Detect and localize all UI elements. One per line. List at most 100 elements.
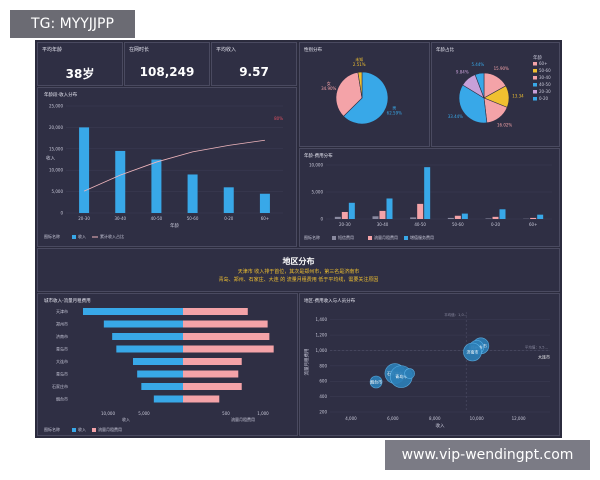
bar-left [103,320,183,328]
legend-label: 收入 [78,233,86,239]
bar [537,214,544,219]
legend-swatch [332,236,336,240]
legend-label: 20-30 [539,89,551,94]
age-pie-chart: 年龄占比 15.90% 13.34 16.02% 33.44% 9.84%5.44% 年龄… [436,46,551,128]
legend-label: 60+ [539,61,547,66]
legend-prefix: 图标名称 [44,233,60,239]
legend-label: 累计收入占比 [100,233,124,239]
category-label: 石家庄市 [52,383,68,389]
bar-right [183,333,270,340]
reference-label: 平均值：9,5… [525,344,549,349]
city-butterfly-chart: 城市收入-流量月租费用 天津市郑州市济南市青岛市大连市青岛市石家庄市烟台市10,… [44,297,274,432]
bar [386,198,393,219]
pie-slice [335,71,363,117]
bar [454,215,461,219]
legend-label: 50-60 [539,68,551,73]
scatter-point [404,368,415,379]
kpi-value: 38岁 [65,67,95,81]
legend-label: 流量月租费用 [374,234,398,240]
legend-label: 收入 [78,426,86,432]
legend-swatch [404,236,408,240]
x-axis-label: 收入 [122,416,130,422]
legend-swatch [533,62,537,66]
y-tick-label: 10,000 [49,168,63,173]
pie-slice [458,84,488,124]
x-tick-label: 10,000 [101,411,115,416]
age-fee-panel: 年龄-费用分布 0 5,000 10,000 20-30 30-40 40-50 50-60… [299,148,560,247]
point-label: 济南市 [466,349,478,355]
legend-title: 年龄 [533,54,542,61]
region-scatter-panel: 地区-费用收入与人员分布 200 400 600 800 1,000 1,200 1,400… [299,293,560,436]
slice-name: 女 [327,80,331,86]
bar-left [141,383,183,390]
kpi-value: 9.57 [239,65,269,79]
x-tick-label: 30-40 [114,216,126,221]
x-tick-label: 12,000 [512,416,526,421]
y-axis-label: 流量月租费用 [303,349,310,376]
y-tick-label: 1,400 [316,317,328,322]
bar [410,217,417,219]
x-tick-label: 8,000 [429,416,441,421]
category-label: 济南市 [56,333,68,339]
bar-right [183,320,268,328]
legend-label: 增值服务费用 [410,234,434,240]
region-line-1: 天津市 收入排于首位，其次是郑州市，第三名是济南市 [237,269,360,275]
y-tick-label: 1,000 [316,348,328,353]
bar [223,187,234,213]
bar-left [116,345,183,353]
age-income-chart: 年龄段-收入分布 0 5,000 10,000 15,000 20,000 25,000 收… [44,91,283,239]
bar-left [112,333,183,340]
region-banner: 地区分布 天津市 收入排于首位，其次是郑州市，第三名是济南市 青岛、郑州、石家庄… [37,248,560,292]
legend-prefix: 图标名称 [304,234,320,240]
legend-swatch [533,76,537,80]
y-tick-label: 5,000 [312,190,324,195]
kpi-label: 平均年龄 [42,47,63,53]
point-label: 青岛市 [395,373,407,379]
chart-title: 年龄占比 [436,46,454,53]
category-label: 天津市 [56,308,68,314]
bar-left [153,395,183,403]
line-annotation: 80% [274,116,283,121]
bar [447,217,454,219]
bar-right [183,345,274,353]
reference-label: 平均值：1,0… [444,312,468,317]
legend-prefix: 图标名称 [44,426,60,432]
x-axis-label: 流量月租费用 [231,416,255,422]
x-tick-label: 40-50 [414,222,426,227]
y-axis-label: 收入 [46,155,55,162]
kpi-card-income: 平均收入 9.57 [211,42,297,86]
kpi-label: 在网时长 [129,47,150,53]
bar-right [183,383,242,390]
point-label: 大连市 [538,353,550,359]
bar [348,202,355,219]
bar [334,216,341,219]
y-tick-label: 10,000 [309,163,323,168]
chart-title: 地区-费用收入与人员分布 [304,297,356,304]
y-tick-label: 600 [319,379,327,384]
chart-title: 城市收入-流量月租费用 [44,297,91,304]
age-income-panel: 年龄段-收入分布 0 5,000 10,000 15,000 20,000 25,000 收… [37,87,297,247]
x-tick-label: 10,000 [470,416,484,421]
bar [151,159,162,213]
legend-label: 30-40 [539,75,551,80]
x-axis-label: 收入 [436,422,445,429]
region-title: 地区分布 [282,257,315,266]
y-tick-label: 20,000 [49,125,63,130]
bar [79,127,90,213]
kpi-value: 108,249 [139,65,195,79]
x-tick-label: 500 [222,411,230,416]
bar [461,213,468,219]
bar-left [83,308,183,315]
legend-label: 流量月租费用 [98,426,122,432]
bar-right [183,395,220,403]
legend-swatch [533,83,537,87]
x-tick-label: 5,000 [138,411,150,416]
kpi-label: 平均收入 [216,47,237,53]
legend-swatch [72,235,76,239]
bar [372,216,379,219]
legend-swatch [92,428,96,432]
y-tick-label: 800 [319,363,327,368]
bar-right [183,358,242,365]
bar [492,216,499,219]
legend-label: 短信费用 [338,234,354,240]
